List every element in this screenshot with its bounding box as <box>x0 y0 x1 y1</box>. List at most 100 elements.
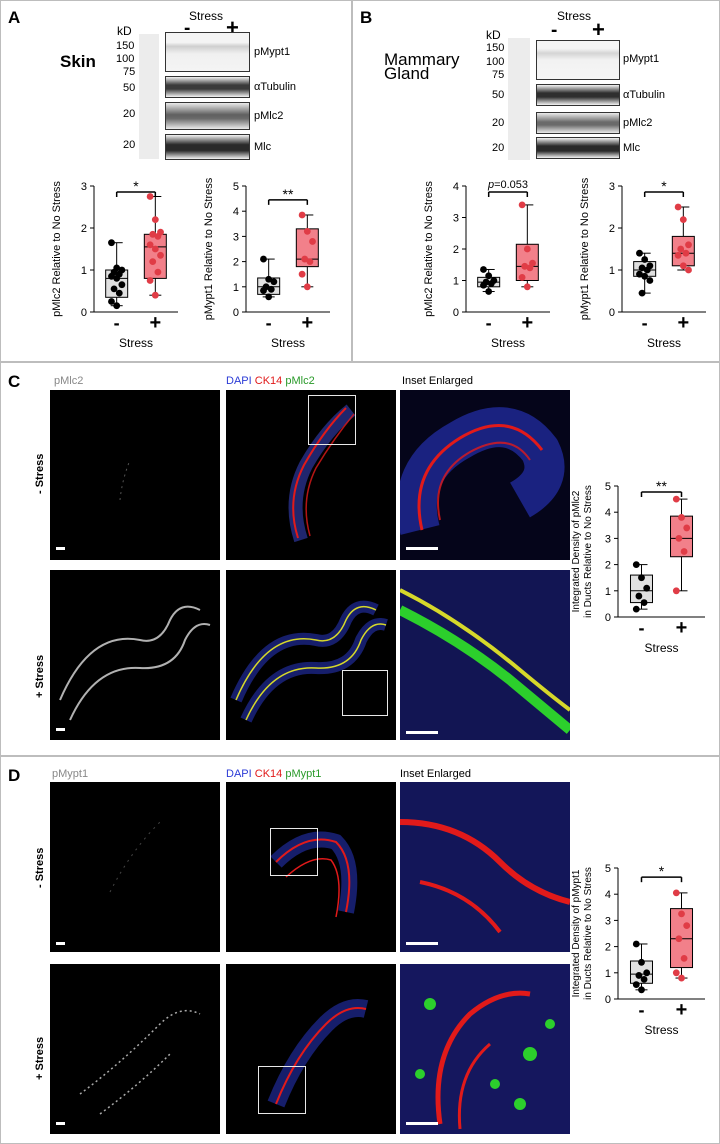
data-point <box>146 241 154 249</box>
y-axis-label: Integrated Density of pMypt1in Ducts Rel… <box>571 867 594 1000</box>
data-point <box>680 548 688 555</box>
data-point <box>265 293 273 301</box>
significance-label: * <box>133 178 139 194</box>
panel-b-marker-150: 150 <box>486 42 505 54</box>
panel-b-blot-tubulin <box>536 84 620 106</box>
data-point <box>680 954 688 962</box>
panel-b-marker-20a: 20 <box>492 117 505 129</box>
y-tick-label: 0 <box>609 307 615 319</box>
significance-label: * <box>659 863 665 879</box>
data-point <box>110 285 118 293</box>
panel-a-blot-mlc <box>165 134 250 160</box>
y-axis-label: pMypt1 Relative to No Stress <box>579 177 591 320</box>
chart-d-density: 0 1 2 3 4 5 Integrated Density of pMypt1in Duc… <box>571 863 705 1037</box>
scale-bar <box>406 942 438 945</box>
scale-bar <box>56 942 65 945</box>
y-tick-label: 1 <box>609 265 615 277</box>
chart-a-pmypt1: 0 1 2 3 4 5 pMypt1 Relative to No Stress - + Stre… <box>203 177 330 350</box>
scale-bar <box>56 728 65 731</box>
x-axis-label: Stress <box>644 641 678 655</box>
chart-a-pmlc2: 0 1 2 3 pMlc2 Relative to No Stress - + Stress * <box>51 178 178 350</box>
panel-c-stress-pmlc2-image <box>50 570 220 740</box>
data-point <box>646 277 654 284</box>
data-point <box>113 275 121 282</box>
panel-c-row2-label: + Stress <box>34 654 46 698</box>
data-point <box>270 278 278 286</box>
chart-c-density: 0 1 2 3 4 5 Integrated Density of pMlc2in Duct… <box>571 478 705 655</box>
data-point <box>480 281 487 289</box>
data-point <box>678 974 685 982</box>
data-point <box>267 285 275 293</box>
inset-box <box>308 395 356 445</box>
x-axis-label: Stress <box>271 336 305 350</box>
data-point <box>157 251 164 259</box>
panel-a-label-pmlc2: pMlc2 <box>254 110 284 122</box>
data-point <box>151 216 159 223</box>
x-category-label: + <box>677 312 689 334</box>
data-point <box>678 910 685 918</box>
data-point <box>301 255 309 263</box>
data-point <box>487 280 495 288</box>
y-tick-label: 4 <box>605 507 611 519</box>
panel-a-letter: A <box>8 8 21 27</box>
y-axis-label: pMypt1 Relative to No Stress <box>203 177 215 320</box>
panel-d-col1-title: pMypt1 <box>52 768 89 780</box>
panel-b-label-tubulin: αTubulin <box>623 89 666 101</box>
data-point <box>638 574 645 582</box>
panel-d-letter: D <box>8 766 21 785</box>
data-point <box>641 272 649 280</box>
data-point <box>674 203 682 211</box>
data-point <box>518 201 526 209</box>
panel-b-stress: Stress <box>557 9 592 23</box>
y-tick-label: 0 <box>605 612 611 624</box>
x-category-label: + <box>676 999 688 1021</box>
data-point <box>640 975 648 983</box>
panel-a-label-tubulin: αTubulin <box>254 81 297 93</box>
panel-a-marker-50: 50 <box>123 82 136 94</box>
scale-bar <box>56 1122 65 1125</box>
panel-b-blot-mlc <box>536 137 620 159</box>
panel-b-plus: + <box>592 17 605 42</box>
y-tick-label: 0 <box>233 307 239 319</box>
y-tick-label: 3 <box>233 231 239 243</box>
data-point <box>118 281 126 289</box>
panel-b-marker-20b: 20 <box>492 142 505 154</box>
significance-label: ** <box>656 478 667 494</box>
data-point <box>632 605 640 613</box>
panel-a-blot-pmypt1 <box>165 32 250 72</box>
data-point <box>635 972 643 979</box>
y-tick-label: 1 <box>605 968 611 980</box>
data-point <box>115 289 123 297</box>
y-tick-label: 1 <box>453 276 459 288</box>
panel-a-stress: Stress <box>189 9 224 23</box>
panel-b-blot-pmypt1 <box>536 40 620 80</box>
y-tick-label: 3 <box>605 533 611 545</box>
data-point <box>672 495 680 503</box>
panel-a-blot-tubulin <box>165 76 250 98</box>
x-axis-label: Stress <box>491 336 525 350</box>
panel-a-marker-20b: 20 <box>123 139 136 151</box>
x-axis-label: Stress <box>644 1023 678 1037</box>
data-point <box>632 981 640 988</box>
data-point <box>675 535 683 542</box>
data-point <box>632 940 640 948</box>
panel-a-label-pmypt1: pMypt1 <box>254 46 291 58</box>
data-point <box>679 216 687 223</box>
panel-d-no-stress-inset-image <box>400 782 570 952</box>
data-point <box>154 268 162 276</box>
data-point <box>640 599 648 606</box>
panel-d-col2-title: DAPI CK14 pMypt1 <box>226 768 321 780</box>
y-tick-label: 3 <box>453 213 459 225</box>
y-tick-label: 1 <box>81 265 87 277</box>
panel-a-marker-100: 100 <box>116 53 135 65</box>
y-tick-label: 0 <box>605 994 611 1006</box>
panel-d-stress-merge-image <box>226 964 396 1134</box>
x-category-label: + <box>149 312 161 334</box>
x-category-label: - <box>266 313 272 333</box>
panel-c-col3-title: Inset Enlarged <box>402 375 473 387</box>
y-tick-label: 1 <box>605 586 611 598</box>
y-tick-label: 2 <box>605 560 611 572</box>
panel-a-label-mlc: Mlc <box>254 141 272 153</box>
panel-c-ck14-label: CK14 <box>254 375 283 387</box>
data-point <box>638 986 645 994</box>
